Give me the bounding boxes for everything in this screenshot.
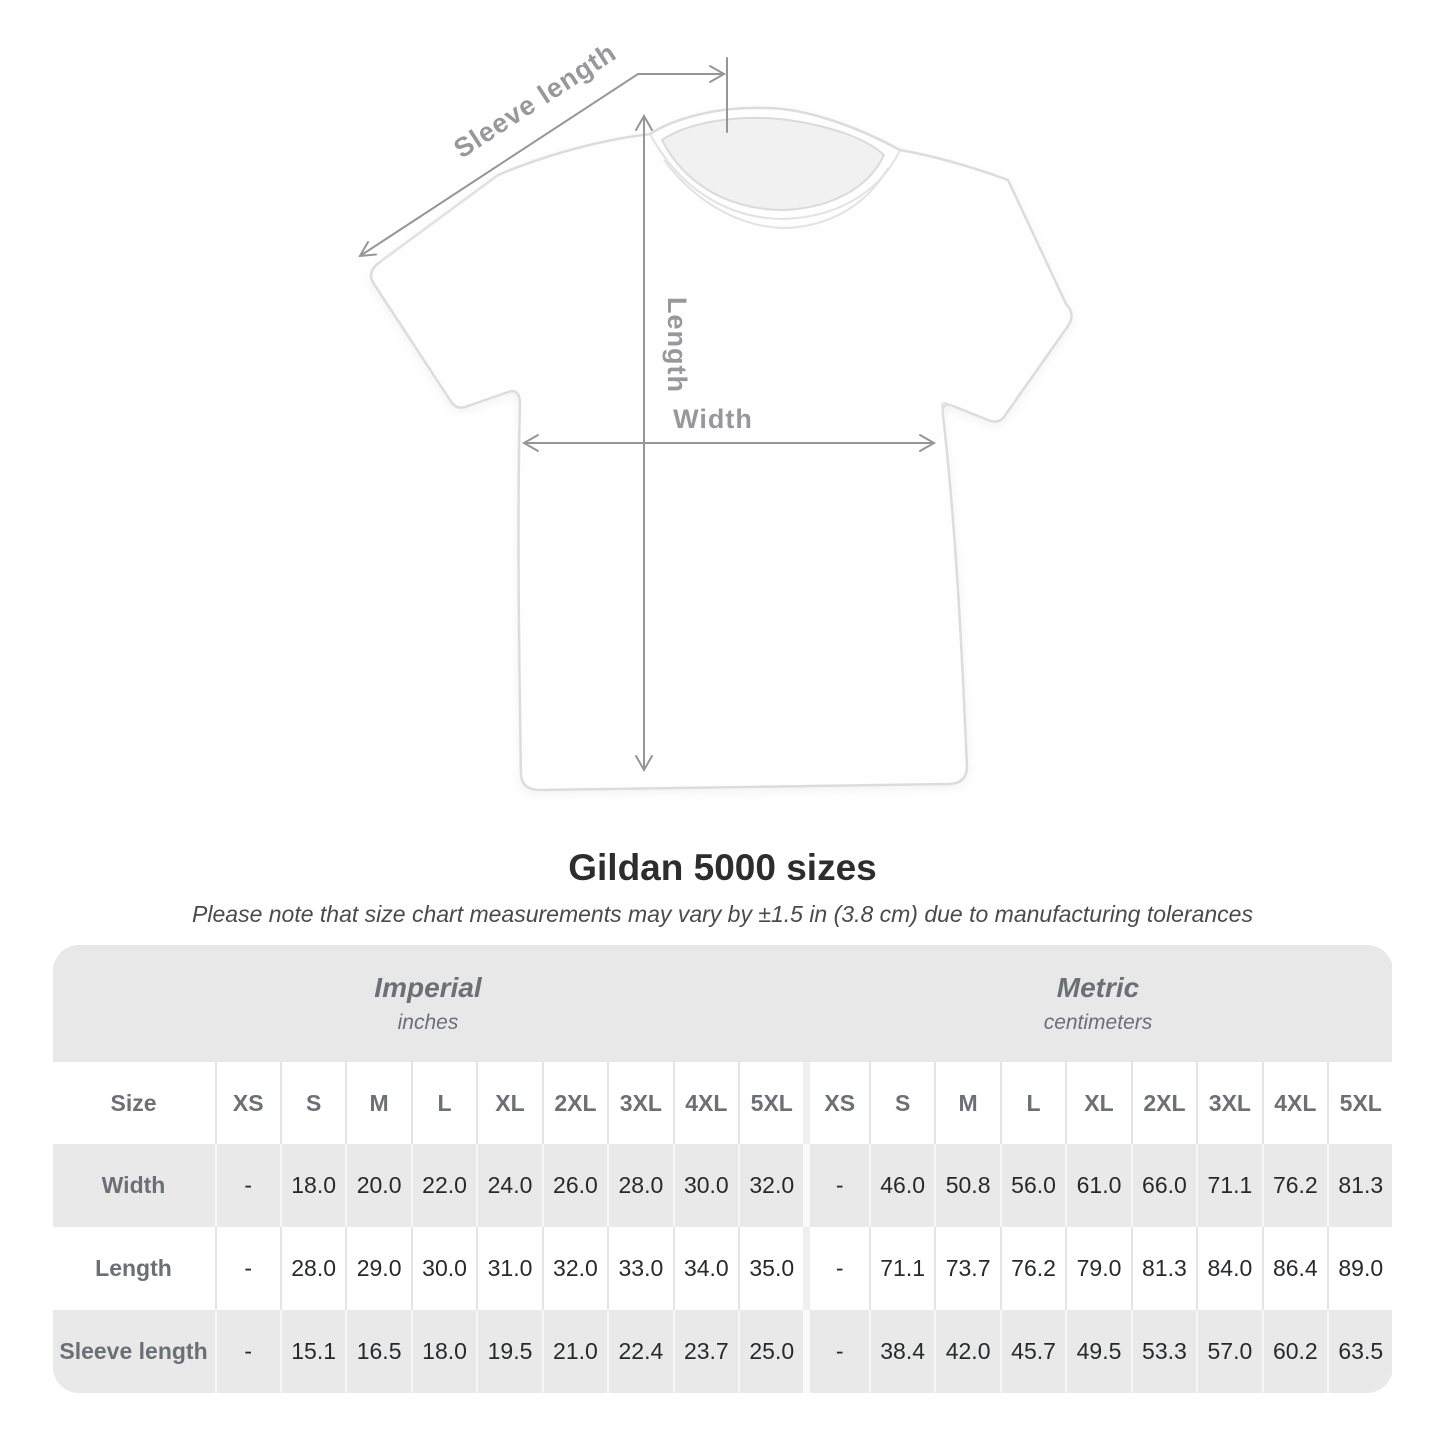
value-cell: 89.0: [1327, 1227, 1393, 1310]
value-cell: 53.3: [1130, 1310, 1197, 1393]
value-cell: -: [803, 1310, 869, 1393]
value-cell: 28.0: [607, 1144, 673, 1227]
col-header-5xl-metric: 5XL: [1327, 1062, 1393, 1144]
tshirt-diagram: Sleeve length Length Width: [358, 37, 1073, 792]
value-cell: 28.0: [279, 1227, 346, 1310]
width-arrow: Width: [521, 404, 937, 452]
value-cell: -: [803, 1227, 869, 1310]
value-cell: 76.2: [1261, 1144, 1328, 1227]
value-cell: 45.7: [999, 1310, 1066, 1393]
tolerance-note: Please note that size chart measurements…: [192, 901, 1253, 927]
value-cell: 81.3: [1130, 1227, 1197, 1310]
value-cell: -: [214, 1310, 280, 1393]
value-cell: 57.0: [1196, 1310, 1262, 1393]
value-cell: 61.0: [1065, 1144, 1131, 1227]
section-unit: centimeters: [1043, 1010, 1153, 1034]
section-label: Imperial: [374, 971, 482, 1003]
value-cell: 34.0: [672, 1227, 739, 1310]
value-cell: -: [803, 1144, 869, 1227]
value-cell: -: [214, 1227, 280, 1310]
value-cell: 23.7: [672, 1310, 739, 1393]
value-cell: 71.1: [868, 1227, 935, 1310]
value-cell: 15.1: [279, 1310, 346, 1393]
length-label: Length: [662, 297, 692, 393]
length-arrow: Length: [635, 113, 692, 773]
value-cell: 79.0: [1065, 1227, 1131, 1310]
width-label: Width: [673, 404, 753, 434]
value-cell: 66.0: [1130, 1144, 1197, 1227]
value-cell: 16.5: [345, 1310, 411, 1393]
value-cell: 84.0: [1196, 1227, 1262, 1310]
section-unit: inches: [397, 1010, 459, 1034]
value-cell: 22.4: [607, 1310, 673, 1393]
value-cell: -: [214, 1144, 280, 1227]
value-cell: 49.5: [1065, 1310, 1131, 1393]
col-header-m-imperial: M: [345, 1062, 411, 1144]
col-header-xs-metric: XS: [803, 1062, 869, 1144]
value-cell: 20.0: [345, 1144, 411, 1227]
row-label: Width: [52, 1144, 215, 1227]
value-cell: 71.1: [1196, 1144, 1262, 1227]
col-header-l-imperial: L: [410, 1062, 477, 1144]
value-cell: 25.0: [738, 1310, 804, 1393]
value-cell: 73.7: [934, 1227, 1000, 1310]
col-header-s-imperial: S: [279, 1062, 346, 1144]
tshirt-illustration: Sleeve length Length Width: [358, 37, 1073, 792]
page-title: Gildan 5000 sizes: [568, 847, 877, 888]
col-header-xl-imperial: XL: [476, 1062, 542, 1144]
row-label: Length: [52, 1227, 215, 1310]
col-header-2xl-metric: 2XL: [1130, 1062, 1197, 1144]
row-label: Sleeve length: [52, 1310, 215, 1393]
col-header-3xl-imperial: 3XL: [607, 1062, 673, 1144]
value-cell: 19.5: [476, 1310, 542, 1393]
col-header-4xl-metric: 4XL: [1261, 1062, 1328, 1144]
col-header-l-metric: L: [999, 1062, 1066, 1144]
value-cell: 38.4: [868, 1310, 935, 1393]
col-header-4xl-imperial: 4XL: [672, 1062, 739, 1144]
tshirt-shape: [369, 106, 1073, 792]
value-cell: 32.0: [738, 1144, 804, 1227]
value-cell: 22.0: [410, 1144, 477, 1227]
value-cell: 24.0: [476, 1144, 542, 1227]
value-cell: 18.0: [410, 1310, 477, 1393]
section-label: Metric: [1056, 971, 1140, 1003]
size-table: Imperial inches Metric centimeters Size XS S M L…: [52, 945, 1393, 1393]
value-cell: 35.0: [738, 1227, 804, 1310]
col-header-2xl-imperial: 2XL: [541, 1062, 608, 1144]
value-cell: 26.0: [541, 1144, 608, 1227]
col-header-xs-imperial: XS: [214, 1062, 280, 1144]
col-header-m-metric: M: [934, 1062, 1000, 1144]
size-col-header: Size: [52, 1062, 215, 1144]
value-cell: 33.0: [607, 1227, 673, 1310]
value-cell: 29.0: [345, 1227, 411, 1310]
value-cell: 50.8: [934, 1144, 1000, 1227]
col-header-5xl-imperial: 5XL: [738, 1062, 804, 1144]
value-cell: 63.5: [1327, 1310, 1393, 1393]
value-cell: 56.0: [999, 1144, 1066, 1227]
value-cell: 30.0: [672, 1144, 739, 1227]
value-cell: 31.0: [476, 1227, 542, 1310]
value-cell: 46.0: [868, 1144, 935, 1227]
col-header-s-metric: S: [868, 1062, 935, 1144]
value-cell: 60.2: [1261, 1310, 1328, 1393]
value-cell: 21.0: [541, 1310, 608, 1393]
col-header-xl-metric: XL: [1065, 1062, 1131, 1144]
value-cell: 32.0: [541, 1227, 608, 1310]
value-cell: 18.0: [279, 1144, 346, 1227]
section-header-metric: Metric centimeters: [803, 945, 1393, 1062]
value-cell: 76.2: [999, 1227, 1066, 1310]
value-cell: 86.4: [1261, 1227, 1328, 1310]
value-cell: 81.3: [1327, 1144, 1393, 1227]
section-header-imperial: Imperial inches: [52, 945, 804, 1062]
value-cell: 42.0: [934, 1310, 1000, 1393]
value-cell: 30.0: [410, 1227, 477, 1310]
col-header-3xl-metric: 3XL: [1196, 1062, 1262, 1144]
